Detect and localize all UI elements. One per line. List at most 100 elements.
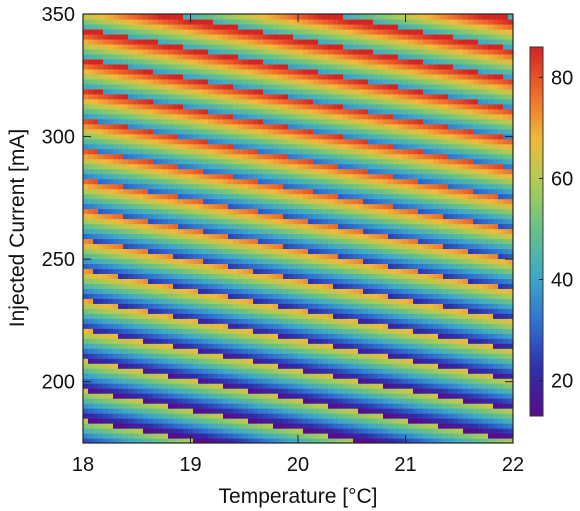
heatmap-cell: [173, 403, 179, 409]
heatmap-cell: [128, 238, 134, 245]
heatmap-cell: [278, 363, 284, 369]
heatmap-cell: [328, 328, 334, 334]
heatmap-cell: [343, 288, 349, 294]
heatmap-cell: [123, 273, 129, 279]
heatmap-cell: [208, 163, 214, 170]
heatmap-cell: [168, 248, 174, 255]
heatmap-cell: [278, 438, 284, 443]
heatmap-cell: [88, 298, 94, 304]
heatmap-cell: [143, 413, 149, 419]
heatmap-cell: [283, 123, 289, 130]
heatmap-cell: [113, 43, 119, 50]
heatmap-cell: [368, 358, 374, 364]
heatmap-cell: [193, 168, 199, 175]
heatmap-cell: [318, 253, 324, 260]
heatmap-cell: [318, 413, 324, 419]
heatmap-cell: [193, 83, 199, 90]
heatmap-cell: [338, 273, 344, 279]
heatmap-cell: [208, 93, 214, 100]
heatmap-cell: [353, 58, 359, 65]
heatmap-cell: [113, 68, 119, 75]
heatmap-cell: [88, 123, 94, 130]
heatmap-cell: [108, 63, 114, 70]
heatmap-cell: [143, 313, 149, 319]
heatmap-cell: [233, 183, 239, 190]
heatmap-cell: [88, 268, 94, 274]
heatmap-cell: [368, 268, 374, 274]
heatmap-cell: [228, 68, 234, 75]
heatmap-cell: [303, 388, 309, 394]
heatmap-cell: [228, 368, 234, 374]
heatmap-cell: [298, 133, 304, 140]
heatmap-cell: [83, 413, 89, 419]
heatmap-cell: [263, 328, 269, 334]
heatmap-cell: [313, 263, 319, 270]
heatmap-cell: [198, 123, 204, 130]
heatmap-cell: [253, 253, 259, 260]
heatmap-cell: [153, 293, 159, 299]
heatmap-cell: [158, 373, 164, 379]
heatmap-cell: [198, 358, 204, 364]
heatmap-cell: [288, 243, 294, 250]
heatmap-cell: [223, 213, 229, 220]
heatmap-cell: [308, 358, 314, 364]
heatmap-cell: [193, 428, 199, 434]
heatmap-cell: [128, 413, 134, 419]
heatmap-cell: [143, 308, 149, 314]
heatmap-cell: [233, 178, 239, 185]
heatmap-cell: [168, 343, 174, 349]
heatmap-cell: [203, 328, 209, 334]
heatmap-cell: [363, 303, 369, 309]
heatmap-cell: [103, 333, 109, 339]
heatmap-cell: [198, 128, 204, 135]
heatmap-cell: [123, 143, 129, 150]
heatmap-cell: [348, 14, 354, 20]
heatmap-cell: [313, 293, 319, 299]
heatmap-cell: [163, 393, 169, 399]
heatmap-cell: [233, 423, 239, 429]
heatmap-cell: [318, 328, 324, 334]
heatmap-cell: [333, 408, 339, 414]
heatmap-cell: [263, 123, 269, 130]
heatmap-cell: [223, 373, 229, 379]
heatmap-cell: [248, 303, 254, 309]
heatmap-cell: [93, 323, 99, 329]
heatmap-cell: [118, 298, 124, 304]
heatmap-cell: [133, 368, 139, 374]
heatmap-cell: [203, 438, 209, 443]
heatmap-cell: [223, 398, 229, 404]
heatmap-cell: [103, 198, 109, 205]
heatmap-cell: [328, 213, 334, 220]
heatmap-cell: [233, 328, 239, 334]
heatmap-cell: [248, 178, 254, 185]
heatmap-cell: [123, 218, 129, 225]
heatmap-cell: [103, 123, 109, 130]
heatmap-cell: [108, 288, 114, 294]
heatmap-cell: [133, 58, 139, 65]
heatmap-cell: [353, 228, 359, 235]
heatmap-cell: [353, 323, 359, 329]
heatmap-cell: [208, 83, 214, 90]
heatmap-cell: [123, 118, 129, 125]
heatmap-cell: [128, 313, 134, 319]
heatmap-cell: [163, 303, 169, 309]
heatmap-cell: [338, 323, 344, 329]
heatmap-cell: [273, 338, 279, 344]
heatmap-cell: [253, 108, 259, 115]
heatmap-cell: [98, 398, 104, 404]
heatmap-cell: [123, 383, 129, 389]
heatmap-cell: [263, 363, 269, 369]
heatmap-cell: [218, 163, 224, 170]
heatmap-cell: [143, 183, 149, 190]
heatmap-cell: [103, 208, 109, 215]
heatmap-cell: [243, 318, 249, 324]
heatmap-cell: [243, 338, 249, 344]
heatmap-cell: [313, 438, 319, 443]
heatmap-cell: [158, 388, 164, 394]
heatmap-cell: [148, 208, 154, 215]
heatmap-cell: [313, 253, 319, 260]
heatmap-cell: [263, 358, 269, 364]
heatmap-cell: [358, 313, 364, 319]
heatmap-cell: [138, 373, 144, 379]
heatmap-cell: [203, 33, 209, 40]
